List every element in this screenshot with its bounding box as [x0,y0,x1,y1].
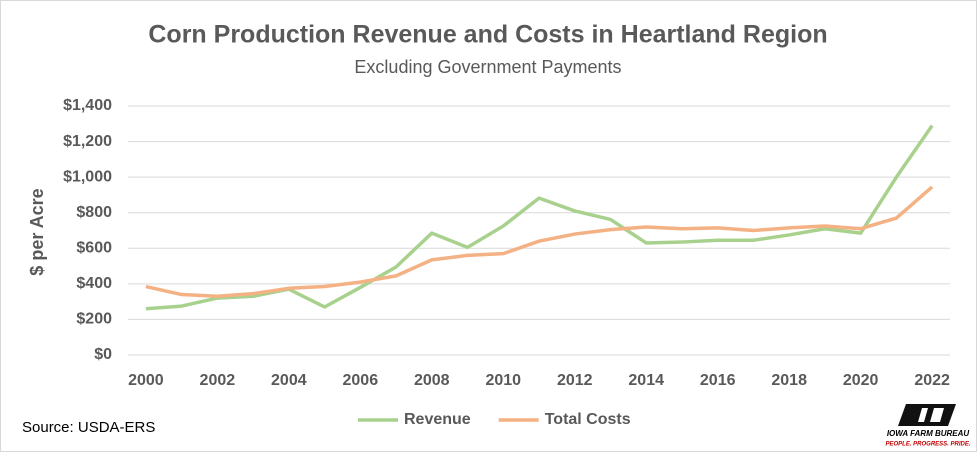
x-tick-label: 2016 [700,372,736,389]
x-tick-label: 2010 [485,372,521,389]
series-line [145,185,934,299]
y-tick-label: $1,400 [63,97,112,114]
x-tick-label: 2002 [200,372,236,389]
x-tick-label: 2006 [343,372,379,389]
x-tick-label: 2020 [843,372,879,389]
y-tick-label: $600 [76,240,112,257]
chart-title: Corn Production Revenue and Costs in Hea… [148,21,827,49]
logo-mark [898,404,956,426]
logo-tagline: PEOPLE. PROGRESS. PRIDE. [885,442,970,448]
y-tick-label: $200 [76,311,112,328]
y-tick-label: $800 [76,204,112,221]
x-tick-label: 2012 [557,372,593,389]
logo-mark-detail [918,408,944,422]
x-tick-label: 2018 [771,372,807,389]
x-tick-label: 2008 [414,372,450,389]
logo-name: IOWA FARM BUREAU [887,429,970,438]
x-tick-label: 2004 [271,372,307,389]
chart-subtitle: Excluding Government Payments [354,57,621,77]
y-tick-label: $1,200 [63,133,112,150]
y-tick-label: $1,000 [63,168,112,185]
source-note: Source: USDA-ERS [22,419,155,436]
y-axis-label: $ per Acre [27,188,47,275]
legend-label: Total Costs [545,411,631,428]
x-tick-label: 2000 [128,372,164,389]
y-tick-label: $0 [94,346,112,363]
x-tick-label: 2022 [914,372,950,389]
y-tick-label: $400 [76,275,112,292]
x-tick-label: 2014 [628,372,664,389]
legend-label: Revenue [404,411,471,428]
